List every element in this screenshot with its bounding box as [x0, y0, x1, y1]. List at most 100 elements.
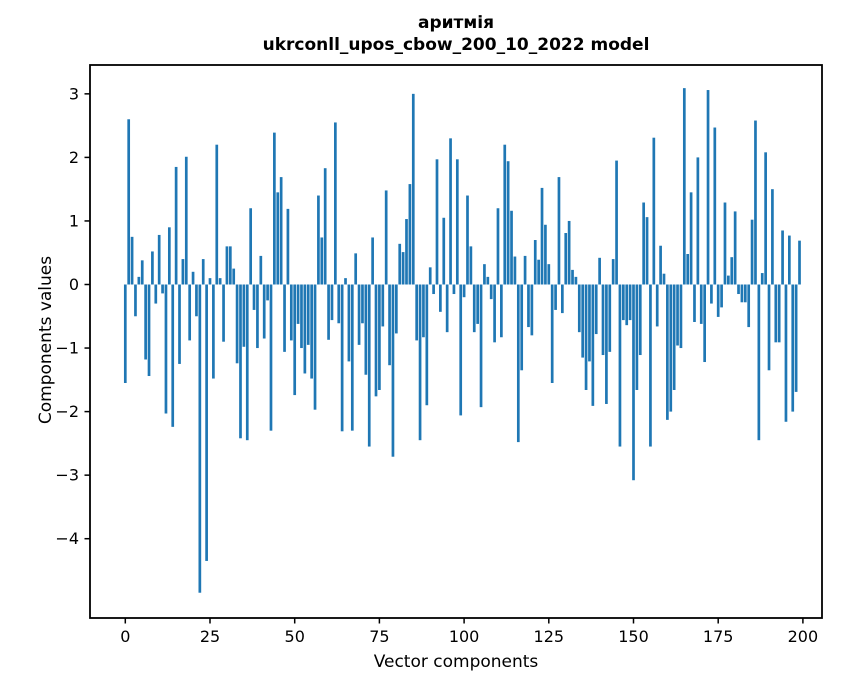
- bar-component-47: [283, 284, 286, 352]
- x-tick-label: 125: [534, 627, 565, 646]
- bar-component-183: [743, 284, 747, 303]
- bar-component-48: [286, 208, 290, 285]
- bar-component-45: [276, 192, 280, 285]
- y-tick-label: −3: [55, 466, 79, 485]
- bar-component-87: [418, 284, 422, 441]
- bar-component-31: [228, 246, 232, 285]
- bar-component-158: [659, 245, 662, 285]
- bar-component-79: [391, 284, 395, 457]
- bar-component-93: [439, 284, 442, 312]
- bar-component-94: [442, 217, 446, 285]
- bar-component-88: [422, 284, 425, 338]
- bar-component-52: [300, 284, 303, 349]
- bar-component-170: [699, 284, 703, 324]
- bar-component-198: [794, 284, 798, 392]
- bar-component-188: [760, 273, 764, 285]
- bar-component-160: [666, 284, 669, 420]
- bar-component-130: [564, 233, 568, 285]
- bar-component-137: [588, 284, 591, 362]
- bar-component-89: [425, 284, 429, 406]
- bar-component-49: [289, 284, 293, 341]
- bar-component-25: [208, 278, 212, 285]
- bar-component-95: [445, 284, 449, 333]
- bar-component-56: [313, 284, 317, 410]
- bar-component-85: [411, 93, 415, 285]
- bar-component-175: [716, 284, 720, 317]
- bar-component-55: [310, 284, 313, 379]
- bar-component-18: [184, 156, 188, 285]
- bar-component-136: [584, 284, 588, 390]
- bar-component-107: [486, 276, 490, 285]
- bar-component-169: [696, 157, 700, 285]
- bar-component-156: [652, 137, 656, 285]
- bar-component-13: [167, 227, 171, 285]
- bar-component-193: [777, 284, 781, 343]
- bar-component-197: [791, 284, 795, 412]
- bar-component-5: [140, 260, 144, 285]
- bar-component-120: [530, 284, 534, 336]
- bar-component-135: [581, 284, 585, 358]
- bar-component-1: [127, 119, 131, 285]
- bar-component-27: [215, 144, 219, 285]
- bar-component-70: [361, 284, 364, 324]
- bar-component-3: [134, 284, 137, 317]
- bar-component-141: [601, 284, 605, 356]
- bar-component-46: [279, 177, 283, 285]
- bar-component-194: [781, 230, 784, 285]
- bar-component-179: [730, 257, 734, 285]
- bar-component-68: [354, 253, 358, 285]
- bar-component-157: [655, 284, 659, 327]
- x-tick-label: 175: [703, 627, 734, 646]
- bar-component-123: [540, 187, 544, 285]
- bar-component-116: [516, 284, 520, 443]
- bar-component-42: [266, 284, 269, 301]
- bar-component-152: [638, 284, 642, 356]
- bar-component-15: [174, 166, 178, 285]
- bar-component-86: [415, 284, 419, 341]
- bar-component-147: [621, 284, 625, 321]
- bar-component-61: [330, 284, 334, 321]
- bar-component-67: [350, 284, 354, 431]
- bar-component-44: [273, 132, 276, 285]
- bar-component-35: [242, 284, 246, 347]
- bar-component-96: [449, 138, 452, 285]
- bar-component-14: [171, 284, 175, 427]
- bar-component-171: [703, 284, 706, 363]
- bar-component-134: [577, 284, 581, 333]
- bar-component-29: [222, 284, 225, 342]
- bar-component-32: [232, 268, 236, 285]
- bar-component-78: [388, 284, 391, 366]
- bar-component-165: [682, 88, 686, 285]
- bar-component-192: [774, 284, 778, 343]
- bar-component-38: [252, 284, 256, 310]
- bar-component-84: [408, 184, 412, 285]
- bar-component-11: [161, 284, 164, 294]
- axes-frame: [89, 64, 823, 619]
- bar-component-132: [571, 269, 574, 285]
- bar-component-16: [178, 284, 181, 364]
- bar-component-99: [459, 284, 463, 416]
- bar-component-82: [401, 252, 405, 285]
- bar-component-143: [608, 284, 612, 352]
- x-tick-label: 200: [788, 627, 819, 646]
- bar-component-161: [669, 284, 673, 412]
- bar-component-112: [503, 144, 507, 285]
- bar-component-19: [188, 284, 192, 341]
- bar-component-76: [381, 284, 385, 327]
- bar-component-151: [635, 284, 639, 390]
- y-tick-label: −1: [55, 339, 79, 358]
- bar-component-124: [544, 224, 547, 285]
- bar-component-100: [462, 284, 466, 298]
- bar-component-180: [733, 211, 737, 285]
- bar-component-184: [747, 284, 751, 328]
- bar-component-59: [323, 168, 327, 285]
- bar-component-66: [347, 284, 351, 362]
- chart-title-line1: аритмія: [417, 13, 495, 33]
- bar-component-102: [469, 246, 473, 285]
- bar-component-22: [198, 284, 202, 593]
- bar-component-177: [723, 202, 727, 285]
- bar-component-139: [594, 284, 598, 335]
- bar-component-97: [452, 284, 456, 295]
